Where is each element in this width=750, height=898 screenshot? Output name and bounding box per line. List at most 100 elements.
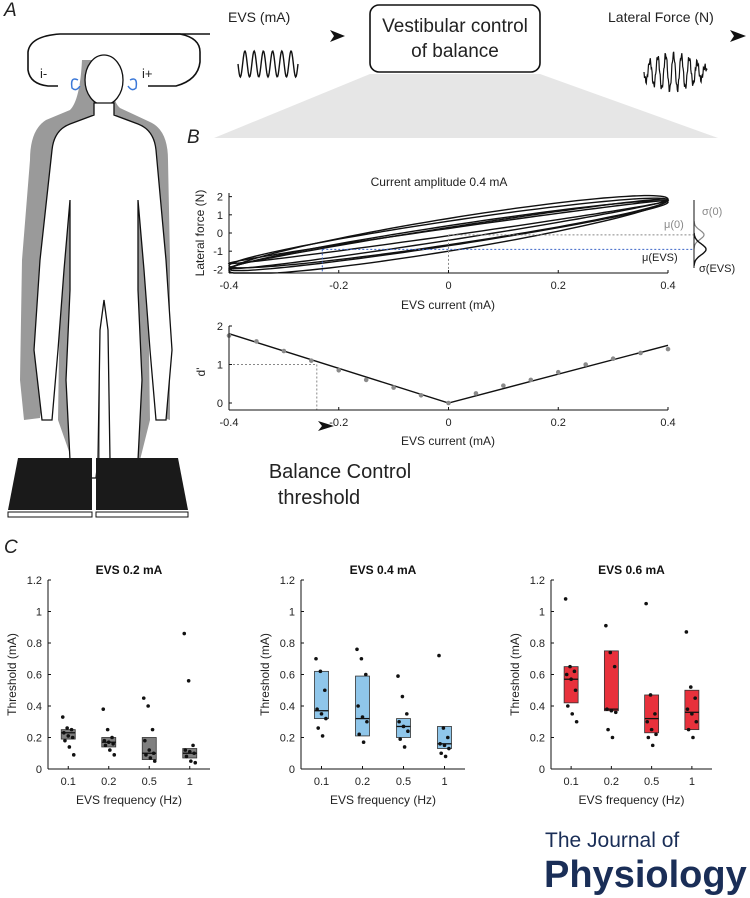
x-tick-label: 0.4	[660, 280, 675, 292]
data-point	[363, 377, 369, 383]
x-tick-label: 0.4	[660, 417, 675, 429]
y-tick-label: 1.2	[530, 575, 545, 587]
data-point	[106, 740, 111, 745]
data-point	[182, 631, 187, 636]
y-tick-label: 1	[289, 607, 295, 619]
data-point	[62, 730, 66, 735]
arrow-icon	[330, 30, 345, 42]
x-tick-label: 0.5	[644, 776, 659, 788]
data-point	[442, 743, 447, 748]
panel-letter-a: A	[3, 0, 17, 21]
data-point	[69, 727, 74, 732]
x-axis-label: EVS current (mA)	[401, 298, 495, 312]
x-tick-label: 0.2	[355, 776, 370, 788]
data-point	[574, 719, 579, 724]
hysteresis-loop	[228, 198, 669, 270]
data-point	[360, 715, 365, 719]
data-point	[645, 719, 650, 724]
data-point	[610, 356, 616, 362]
left-force-plate-base	[7, 511, 93, 518]
data-point	[572, 669, 577, 674]
panel-letter-c: C	[4, 537, 18, 558]
data-point	[438, 742, 442, 746]
data-point	[315, 707, 319, 711]
data-point	[606, 727, 610, 732]
y-tick-label: -2	[213, 264, 223, 276]
x-tick-label: 0.2	[604, 776, 619, 788]
x-tick-label: 0.5	[142, 776, 157, 788]
hysteresis-loop	[228, 197, 669, 269]
hysteresis-loop	[228, 200, 669, 272]
data-point	[111, 742, 115, 746]
panel-letter-b: B	[187, 127, 200, 148]
data-point	[65, 726, 69, 730]
data-point	[686, 727, 691, 732]
data-point	[365, 719, 369, 724]
data-point	[569, 677, 573, 682]
data-point	[583, 362, 588, 367]
data-point	[418, 393, 424, 398]
boxplot-evs-0-4: EVS 0.4 mA 0 0.2 0.4 0.6 0.8 1 1.2 0.1 0.2 0.5 1 EVS…	[258, 563, 465, 807]
data-point	[147, 748, 152, 752]
y-tick-label: 1.2	[280, 575, 295, 587]
data-point	[555, 369, 561, 375]
zoom-wedge	[214, 74, 718, 138]
data-point	[610, 735, 615, 740]
data-point	[187, 749, 192, 754]
data-point	[151, 751, 156, 756]
y-ticks: 0 1 2	[217, 321, 232, 410]
data-point	[690, 712, 694, 716]
x-tick-label: -0.2	[329, 280, 348, 292]
x-tick-label: 0	[445, 417, 451, 429]
left-inner-ear-icon	[70, 78, 81, 91]
data-point	[357, 732, 362, 737]
y-tick-label: 0	[217, 228, 223, 240]
data-point	[66, 734, 71, 738]
data-point	[356, 704, 360, 708]
data-point	[648, 693, 653, 697]
data-point	[563, 597, 568, 601]
data-point	[612, 664, 617, 669]
dprime-points	[226, 333, 671, 406]
data-point	[112, 753, 117, 757]
y-tick-label: 0.6	[280, 670, 295, 682]
data-point	[397, 719, 401, 724]
data-point	[184, 754, 189, 759]
arrow-icon	[730, 30, 746, 42]
distribution-zero	[693, 221, 705, 249]
data-point	[67, 745, 72, 749]
box	[684, 689, 700, 731]
x-tick-label: 0.2	[101, 776, 116, 788]
data-point	[447, 746, 451, 751]
boxplot-evs-0-2: EVS 0.2 mA 0 0.2 0.4 0.6 0.8 1 1.2 0.1 0.2 0.5 1 EVS…	[5, 563, 210, 807]
y-tick-label: 0.8	[280, 638, 295, 650]
data-point	[400, 694, 405, 699]
x-axis-label: EVS frequency (Hz)	[76, 793, 182, 807]
data-point	[401, 724, 406, 729]
x-tick-label: 1	[441, 776, 447, 788]
right-force-plate-base	[95, 511, 189, 518]
data-point	[473, 391, 479, 396]
mu0-label: μ(0)	[664, 219, 684, 231]
x-axis-label: EVS frequency (Hz)	[330, 793, 436, 807]
y-tick-label: 0.2	[280, 733, 295, 745]
y-tick-label: 0	[217, 398, 223, 410]
hysteresis-loop	[227, 199, 670, 265]
data-point	[309, 358, 314, 363]
data-point	[694, 719, 699, 724]
data-point	[638, 350, 643, 356]
x-tick-label: -0.4	[220, 280, 239, 292]
data-point	[361, 740, 366, 745]
hysteresis-loops	[227, 194, 670, 274]
data-point	[364, 672, 368, 677]
headphone-cable	[27, 33, 210, 87]
threshold-label-line2: threshold	[278, 487, 360, 509]
boxplot-evs-0-6: EVS 0.6 mA 0 0.2 0.4 0.6 0.8 1 1.2 0.1 0.2 0.5 1 EVS…	[508, 563, 712, 807]
data-point	[108, 748, 112, 752]
data-point	[71, 753, 76, 757]
data-point	[63, 738, 67, 743]
y-tick-label: 1	[217, 210, 223, 222]
chart-title: EVS 0.2 mA	[96, 563, 163, 577]
x-tick-label: -0.2	[329, 417, 348, 429]
